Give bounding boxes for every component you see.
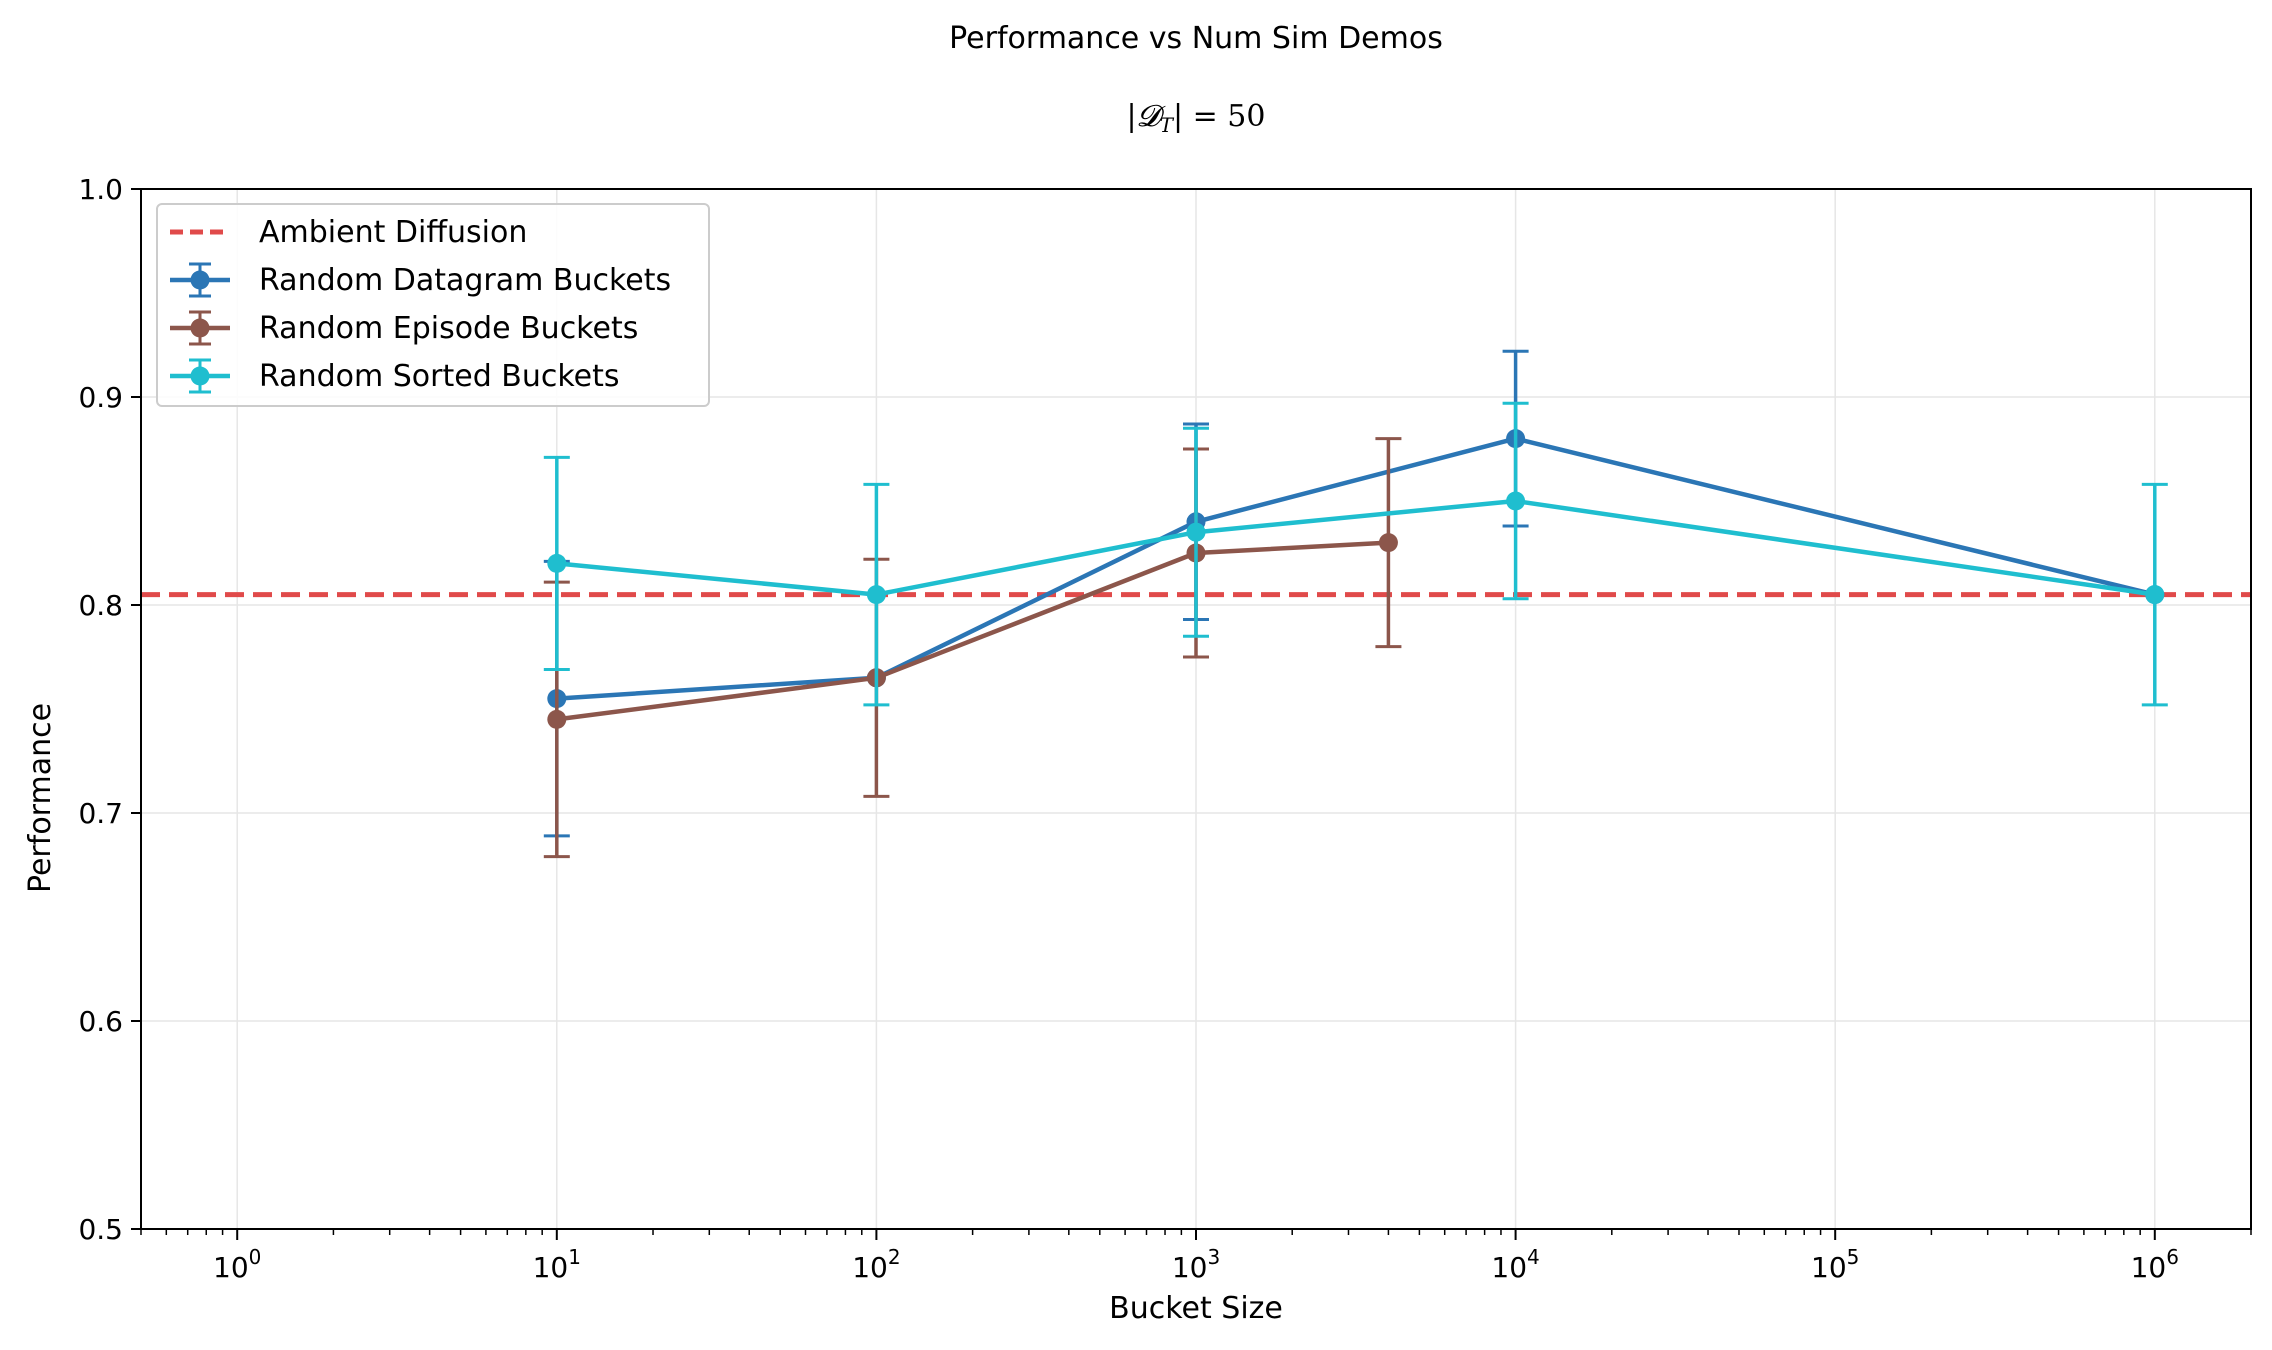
x-tick-exponent: 1 bbox=[568, 1245, 581, 1269]
x-tick-label: 103 bbox=[1172, 1245, 1220, 1284]
chart-subtitle: |𝓓T| = 50 bbox=[1127, 99, 1266, 137]
x-tick-exponent: 0 bbox=[249, 1245, 262, 1269]
legend-box bbox=[156, 203, 710, 407]
data-point bbox=[1378, 533, 1398, 553]
series-3 bbox=[543, 401, 2168, 707]
legend-swatch-marker bbox=[190, 366, 210, 386]
x-tick-base: 10 bbox=[1811, 1251, 1847, 1284]
legend-item: Random Episode Buckets bbox=[170, 310, 638, 346]
y-tick-label: 0.6 bbox=[78, 1005, 123, 1038]
x-tick-base: 10 bbox=[1172, 1251, 1208, 1284]
data-point bbox=[547, 709, 567, 729]
y-tick-label: 0.5 bbox=[78, 1213, 123, 1246]
legend-label: Random Datagram Buckets bbox=[259, 263, 671, 298]
subtitle-subscript: T bbox=[1160, 113, 1175, 137]
legend-label: Random Episode Buckets bbox=[259, 311, 638, 346]
x-tick-label: 105 bbox=[1811, 1245, 1859, 1284]
x-tick-base: 10 bbox=[852, 1251, 888, 1284]
data-point bbox=[1506, 491, 1526, 511]
data-point bbox=[2145, 585, 2165, 605]
x-tick-exponent: 5 bbox=[1847, 1245, 1860, 1269]
subtitle-lhs: |𝓓 bbox=[1127, 99, 1166, 134]
x-axis-label: Bucket Size bbox=[1109, 1291, 1283, 1326]
x-tick-exponent: 4 bbox=[1527, 1245, 1540, 1269]
series-layer bbox=[543, 349, 2168, 859]
data-point bbox=[866, 585, 886, 605]
x-tick-base: 10 bbox=[1491, 1251, 1527, 1284]
legend-item: Random Datagram Buckets bbox=[170, 262, 671, 298]
x-tick-exponent: 2 bbox=[888, 1245, 901, 1269]
series-line bbox=[556, 436, 2156, 701]
x-tick-exponent: 3 bbox=[1207, 1245, 1220, 1269]
y-tick-label: 0.9 bbox=[78, 381, 123, 414]
y-axis-label: Performance bbox=[23, 703, 58, 893]
x-tick-base: 10 bbox=[213, 1251, 249, 1284]
legend-swatch-marker bbox=[190, 318, 210, 338]
legend-item: Random Sorted Buckets bbox=[170, 358, 620, 394]
legend: Ambient Diffusion Random Datagram Buckets… bbox=[156, 203, 710, 407]
x-tick-label: 104 bbox=[1491, 1245, 1539, 1284]
series-line bbox=[556, 540, 1389, 722]
data-point bbox=[547, 553, 567, 573]
chart-title: Performance vs Num Sim Demos bbox=[949, 21, 1443, 56]
legend-swatch-marker bbox=[190, 270, 210, 290]
y-tick-label: 1.0 bbox=[78, 173, 123, 206]
x-tick-label: 101 bbox=[533, 1245, 581, 1284]
x-tick-base: 10 bbox=[2131, 1251, 2167, 1284]
subtitle-rhs: | = 50 bbox=[1173, 99, 1266, 134]
x-tick-base: 10 bbox=[533, 1251, 569, 1284]
legend-item: Ambient Diffusion bbox=[170, 215, 527, 250]
x-tick-exponent: 6 bbox=[2166, 1245, 2179, 1269]
data-point bbox=[1186, 522, 1206, 542]
y-tick-label: 0.8 bbox=[78, 589, 123, 622]
y-tick-label: 0.7 bbox=[78, 797, 123, 830]
x-tick-label: 100 bbox=[213, 1245, 261, 1284]
x-tick-label: 102 bbox=[852, 1245, 900, 1284]
legend-label: Ambient Diffusion bbox=[259, 215, 527, 250]
x-tick-label: 106 bbox=[2131, 1245, 2179, 1284]
series-line bbox=[556, 498, 2156, 597]
legend-label: Random Sorted Buckets bbox=[259, 359, 620, 394]
